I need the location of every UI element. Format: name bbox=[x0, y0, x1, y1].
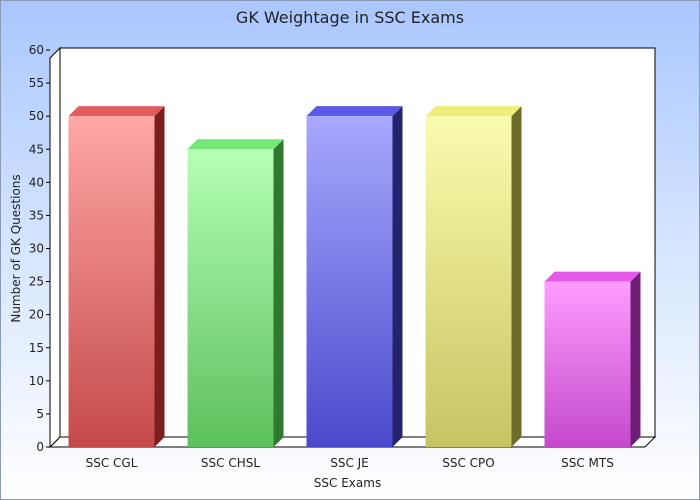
bar-ssc-mts bbox=[544, 271, 641, 447]
bar-side bbox=[273, 139, 284, 447]
bar-top bbox=[544, 271, 641, 282]
plot-left-wall bbox=[49, 46, 61, 449]
x-axis-title: SSC Exams bbox=[314, 476, 381, 490]
y-axis-ticks: 0 5 10 15 20 25 30 35 40 45 50 55 60 bbox=[29, 43, 50, 454]
x-tick-label: SSC CGL bbox=[86, 456, 138, 470]
bar-ssc-cgl bbox=[68, 106, 165, 448]
bar-front bbox=[544, 281, 631, 447]
y-tick-label: 50 bbox=[29, 109, 44, 123]
x-tick-label: SSC CHSL bbox=[201, 456, 260, 470]
x-tick-label: SSC CPO bbox=[442, 456, 495, 470]
bar-ssc-cpo bbox=[425, 106, 522, 448]
bar-side bbox=[154, 106, 165, 448]
y-tick-label: 55 bbox=[29, 76, 44, 90]
y-tick-label: 30 bbox=[29, 242, 44, 256]
y-tick-label: 60 bbox=[29, 43, 44, 57]
y-tick-label: 35 bbox=[29, 208, 44, 222]
y-tick-label: 45 bbox=[29, 142, 44, 156]
bar-side bbox=[511, 106, 522, 448]
bar-top bbox=[68, 106, 165, 117]
y-axis-title: Number of GK Questions bbox=[9, 174, 23, 322]
y-tick-label: 5 bbox=[36, 407, 44, 421]
y-tick-label: 40 bbox=[29, 175, 44, 189]
bar-front bbox=[306, 116, 393, 448]
bar-top bbox=[425, 106, 522, 117]
bar-top bbox=[306, 106, 403, 117]
bar-side bbox=[392, 106, 403, 448]
bar-front bbox=[68, 116, 155, 448]
bar-ssc-chsl bbox=[187, 139, 284, 447]
x-tick-label: SSC MTS bbox=[561, 456, 614, 470]
bar-front bbox=[425, 116, 512, 448]
y-tick-label: 15 bbox=[29, 341, 44, 355]
bar-ssc-je bbox=[306, 106, 403, 448]
bar-top bbox=[187, 139, 284, 150]
bars-group bbox=[68, 106, 641, 448]
bar-side bbox=[630, 271, 641, 447]
y-tick-label: 20 bbox=[29, 308, 44, 322]
bar-front bbox=[187, 149, 274, 447]
chart-title: GK Weightage in SSC Exams bbox=[235, 8, 465, 27]
x-axis-ticks: SSC CGL SSC CHSL SSC JE SSC CPO SSC MTS bbox=[86, 456, 614, 470]
y-tick-label: 0 bbox=[36, 440, 44, 454]
x-tick-label: SSC JE bbox=[330, 456, 369, 470]
y-tick-label: 10 bbox=[29, 374, 44, 388]
y-tick-label: 25 bbox=[29, 275, 44, 289]
